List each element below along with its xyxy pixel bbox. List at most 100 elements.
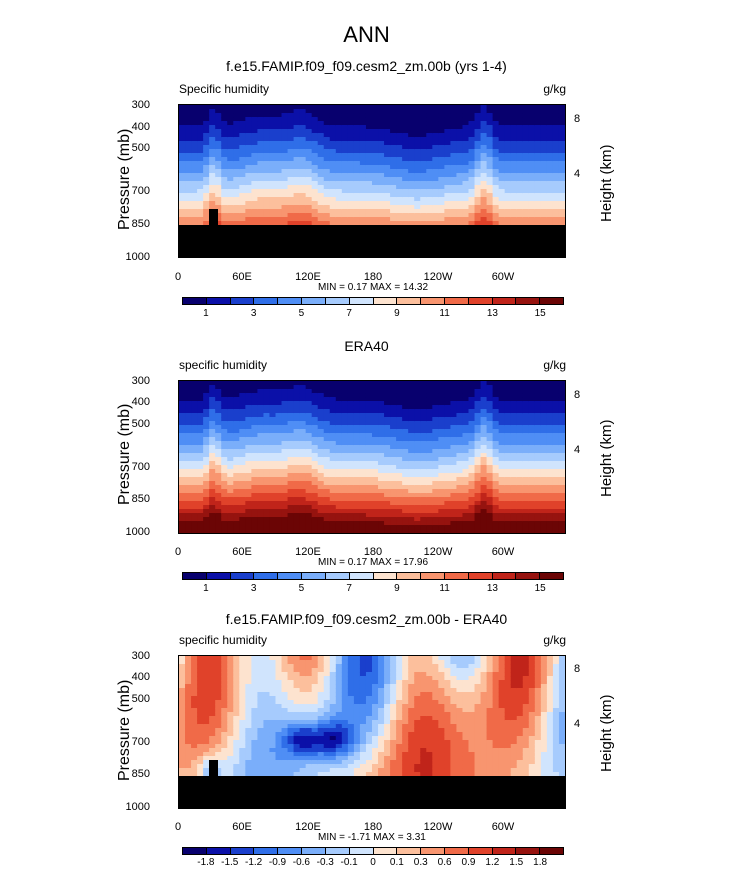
heatmap-cell bbox=[323, 485, 331, 490]
heatmap-cell bbox=[468, 209, 476, 214]
heatmap-cell bbox=[384, 381, 391, 386]
heatmap-cell bbox=[353, 445, 361, 450]
heatmap-cell bbox=[396, 393, 403, 398]
heatmap-cell bbox=[552, 489, 560, 494]
heatmap-cell bbox=[257, 517, 265, 522]
y-tick-label: 500 bbox=[131, 142, 150, 154]
heatmap-cell bbox=[293, 125, 301, 130]
heatmap-cell bbox=[468, 165, 476, 170]
heatmap-cell bbox=[311, 145, 319, 150]
heatmap-cell bbox=[293, 401, 301, 406]
heatmap-cell bbox=[329, 133, 337, 138]
heatmap-cell bbox=[462, 129, 470, 134]
heatmap-cell bbox=[468, 201, 476, 206]
heatmap-cell bbox=[558, 441, 565, 446]
heatmap-cell bbox=[420, 485, 427, 490]
heatmap-cell bbox=[390, 145, 397, 150]
heatmap-cell bbox=[329, 529, 337, 533]
heatmap-cell bbox=[209, 445, 216, 450]
heatmap-cell bbox=[444, 393, 452, 398]
heatmap-cell bbox=[317, 457, 325, 462]
heatmap-cell bbox=[516, 205, 524, 210]
heatmap-cell bbox=[299, 409, 307, 414]
heatmap-cell bbox=[299, 401, 307, 406]
heatmap-cell bbox=[420, 429, 427, 434]
heatmap-cell bbox=[402, 529, 409, 533]
heatmap-cell bbox=[408, 117, 415, 122]
heatmap-cell bbox=[215, 421, 222, 426]
heatmap-cell bbox=[293, 165, 301, 170]
heatmap-cell bbox=[251, 185, 259, 190]
heatmap-cell bbox=[269, 497, 277, 502]
heatmap-cell bbox=[540, 381, 548, 386]
heatmap-cell bbox=[239, 189, 246, 194]
heatmap-cell bbox=[323, 141, 331, 146]
heatmap-cell bbox=[444, 497, 452, 502]
heatmap-cell bbox=[390, 137, 397, 142]
heatmap-cell bbox=[335, 121, 343, 126]
heatmap-cell bbox=[251, 165, 259, 170]
heatmap-cell bbox=[251, 505, 259, 510]
heatmap-cell bbox=[534, 513, 542, 518]
heatmap-cell bbox=[504, 173, 512, 178]
heatmap-cell bbox=[251, 409, 259, 414]
heatmap-cell bbox=[341, 449, 349, 454]
heatmap-cell bbox=[516, 109, 524, 114]
heatmap-cell bbox=[311, 105, 319, 110]
heatmap-cell bbox=[498, 525, 506, 530]
heatmap-cell bbox=[420, 509, 427, 514]
heatmap-cell bbox=[540, 401, 548, 406]
heatmap-cell bbox=[341, 445, 349, 450]
heatmap-cell bbox=[378, 405, 385, 410]
heatmap-cell bbox=[408, 113, 415, 118]
heatmap-cell bbox=[335, 429, 343, 434]
heatmap-cell bbox=[426, 181, 433, 186]
heatmap-cell bbox=[353, 145, 361, 150]
heatmap-cell bbox=[450, 145, 458, 150]
heatmap-cell bbox=[456, 221, 464, 226]
heatmap-cell bbox=[474, 209, 482, 214]
heatmap-cell bbox=[227, 133, 234, 138]
heatmap-cell bbox=[203, 157, 210, 162]
heatmap-cell bbox=[426, 525, 433, 530]
heatmap-cell bbox=[305, 113, 313, 118]
heatmap-cell bbox=[257, 413, 265, 418]
heatmap-cell bbox=[450, 397, 458, 402]
heatmap-cell bbox=[281, 449, 289, 454]
heatmap-cell bbox=[492, 421, 500, 426]
heatmap-cell bbox=[335, 425, 343, 430]
heatmap-cell bbox=[245, 525, 252, 530]
heatmap-cell bbox=[462, 433, 470, 438]
heatmap-cell bbox=[185, 205, 192, 210]
heatmap-cell bbox=[221, 221, 228, 226]
heatmap-cell bbox=[329, 149, 337, 154]
heatmap-cell bbox=[402, 117, 409, 122]
heatmap-cell bbox=[408, 497, 415, 502]
heatmap-cell bbox=[353, 413, 361, 418]
heatmap-cell bbox=[396, 165, 403, 170]
heatmap-cell bbox=[528, 453, 536, 458]
heatmap-cell bbox=[245, 117, 252, 122]
heatmap-cell bbox=[414, 429, 421, 434]
heatmap-cell bbox=[365, 525, 373, 530]
heatmap-cell bbox=[179, 121, 186, 126]
heatmap-cell bbox=[486, 197, 494, 202]
heatmap-cell bbox=[432, 405, 439, 410]
heatmap-cell bbox=[353, 209, 361, 214]
heatmap-cell bbox=[215, 489, 222, 494]
heatmap-cell bbox=[468, 477, 476, 482]
heatmap-cell bbox=[390, 133, 397, 138]
heatmap-cell bbox=[444, 213, 452, 218]
heatmap-cell bbox=[516, 409, 524, 414]
heatmap-cell bbox=[185, 217, 192, 222]
heatmap-cell bbox=[480, 213, 488, 218]
heatmap-cell bbox=[365, 401, 373, 406]
heatmap-cell bbox=[329, 477, 337, 482]
heatmap-cell bbox=[486, 433, 494, 438]
heatmap-cell bbox=[534, 217, 542, 222]
heatmap-cell bbox=[323, 397, 331, 402]
heatmap-cell bbox=[486, 173, 494, 178]
heatmap-cell bbox=[408, 221, 415, 226]
heatmap-cell bbox=[456, 141, 464, 146]
heatmap-cell bbox=[522, 145, 530, 150]
